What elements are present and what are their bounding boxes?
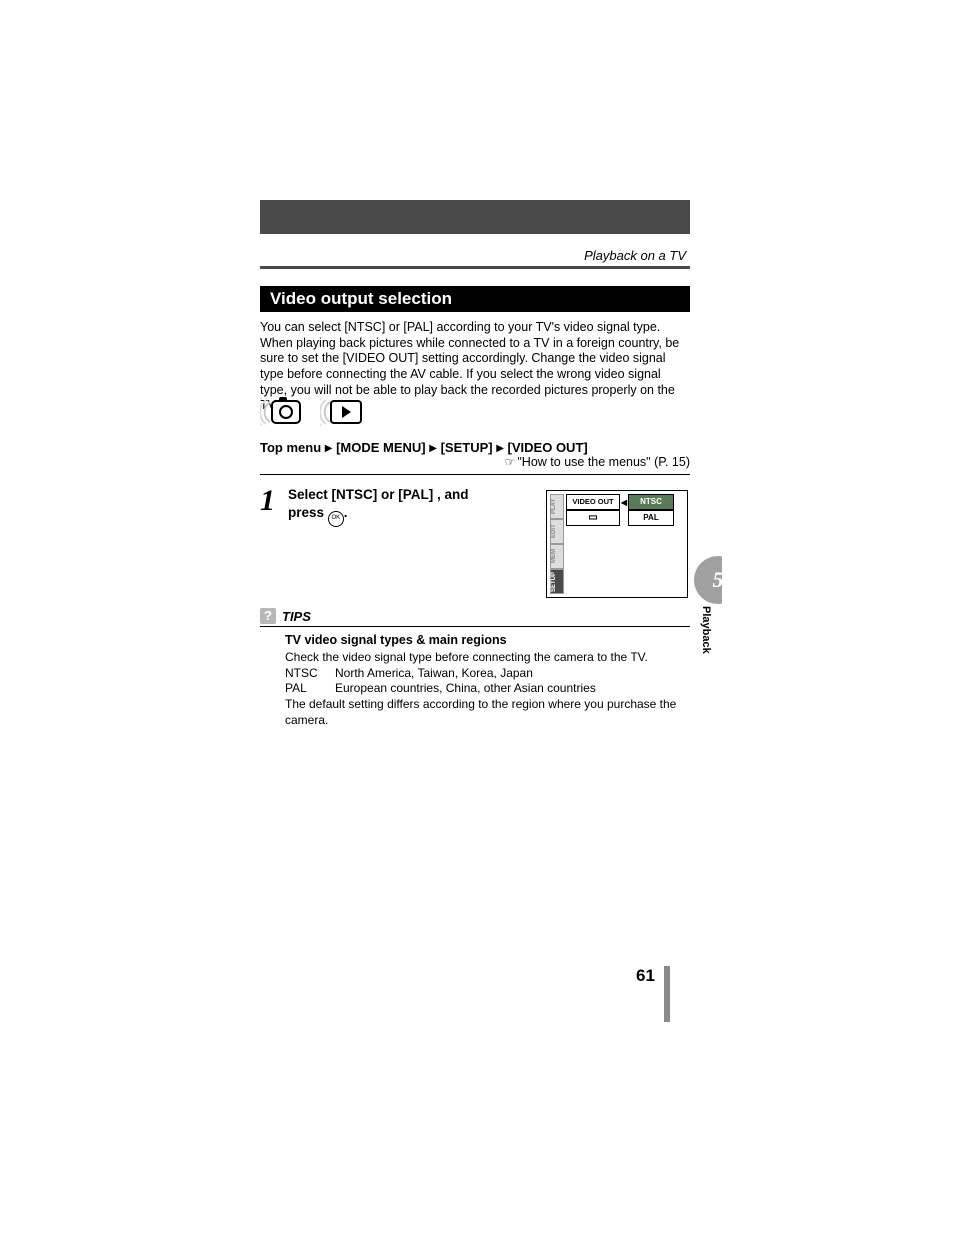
shooting-mode-icon	[260, 398, 312, 426]
menu-option-pal: PAL	[628, 510, 674, 526]
question-mark-icon: ?	[260, 608, 276, 624]
menu-content: VIDEO OUT ◀ NTSC ▭ PAL	[564, 494, 684, 594]
running-head: Playback on a TV	[584, 248, 686, 263]
chapter-number: 5	[713, 567, 724, 593]
menu-tab: MEM	[550, 544, 564, 569]
breadcrumb-part: [MODE MENU]	[336, 440, 426, 455]
menu-item-display: ▭	[566, 510, 620, 526]
tips-subhead: TV video signal types & main regions	[285, 632, 690, 648]
tips-line: Check the video signal type before conne…	[285, 650, 690, 666]
playback-mode-icon	[320, 398, 372, 426]
menu-tabs: PLAY EDIT MEM SETUP	[550, 494, 564, 594]
triangle-right-icon: ▶	[325, 443, 333, 454]
step-text-before: Select [NTSC] or [PAL] , and press	[288, 487, 469, 520]
section-title: Video output selection	[260, 286, 690, 312]
triangle-left-icon: ◀	[620, 498, 628, 507]
step-text: Select [NTSC] or [PAL] , and press OK.	[288, 486, 508, 527]
pointing-hand-icon: ☞	[505, 455, 516, 469]
header-rule	[260, 266, 690, 269]
tips-rule	[260, 626, 690, 627]
menu-item-video-out: VIDEO OUT	[566, 494, 620, 510]
triangle-right-icon: ▶	[496, 443, 504, 454]
menu-breadcrumb: Top menu ▶ [MODE MENU] ▶ [SETUP] ▶ [VIDE…	[260, 440, 588, 455]
chapter-tab: 5	[694, 556, 742, 604]
reference-line: ☞"How to use the menus" (P. 15)	[260, 455, 690, 469]
menu-option-ntsc: NTSC	[628, 494, 674, 510]
menu-tab-active: SETUP	[550, 569, 564, 594]
region-areas: North America, Taiwan, Korea, Japan	[335, 666, 533, 682]
tips-header: ? TIPS	[260, 608, 311, 624]
mode-icons	[260, 398, 372, 426]
manual-page: Playback on a TV Video output selection …	[0, 0, 954, 1235]
reference-text: "How to use the menus" (P. 15)	[517, 455, 690, 469]
region-code: NTSC	[285, 666, 335, 682]
step-number: 1	[260, 486, 288, 527]
menu-screenshot: PLAY EDIT MEM SETUP VIDEO OUT ◀ NTSC ▭ P…	[546, 490, 688, 598]
mid-rule	[260, 474, 690, 475]
play-icon	[330, 400, 362, 424]
region-row: NTSC North America, Taiwan, Korea, Japan	[285, 666, 690, 682]
breadcrumb-part: [SETUP]	[441, 440, 493, 455]
menu-tab: EDIT	[550, 519, 564, 544]
triangle-right-icon: ▶	[429, 443, 437, 454]
region-row: PAL European countries, China, other Asi…	[285, 681, 690, 697]
tips-body: TV video signal types & main regions Che…	[285, 632, 690, 728]
region-code: PAL	[285, 681, 335, 697]
page-bar	[664, 966, 670, 1022]
step-text-after: .	[344, 505, 348, 520]
camera-icon	[271, 400, 301, 424]
menu-tab: PLAY	[550, 494, 564, 519]
header-bar	[260, 200, 690, 234]
tips-line: The default setting differs according to…	[285, 697, 690, 728]
ok-button-icon: OK	[328, 511, 344, 527]
page-number: 61	[636, 966, 655, 986]
breadcrumb-part: [VIDEO OUT]	[508, 440, 588, 455]
tips-label: TIPS	[282, 609, 311, 624]
region-areas: European countries, China, other Asian c…	[335, 681, 596, 697]
chapter-label: Playback	[700, 606, 712, 654]
breadcrumb-part: Top menu	[260, 440, 321, 455]
